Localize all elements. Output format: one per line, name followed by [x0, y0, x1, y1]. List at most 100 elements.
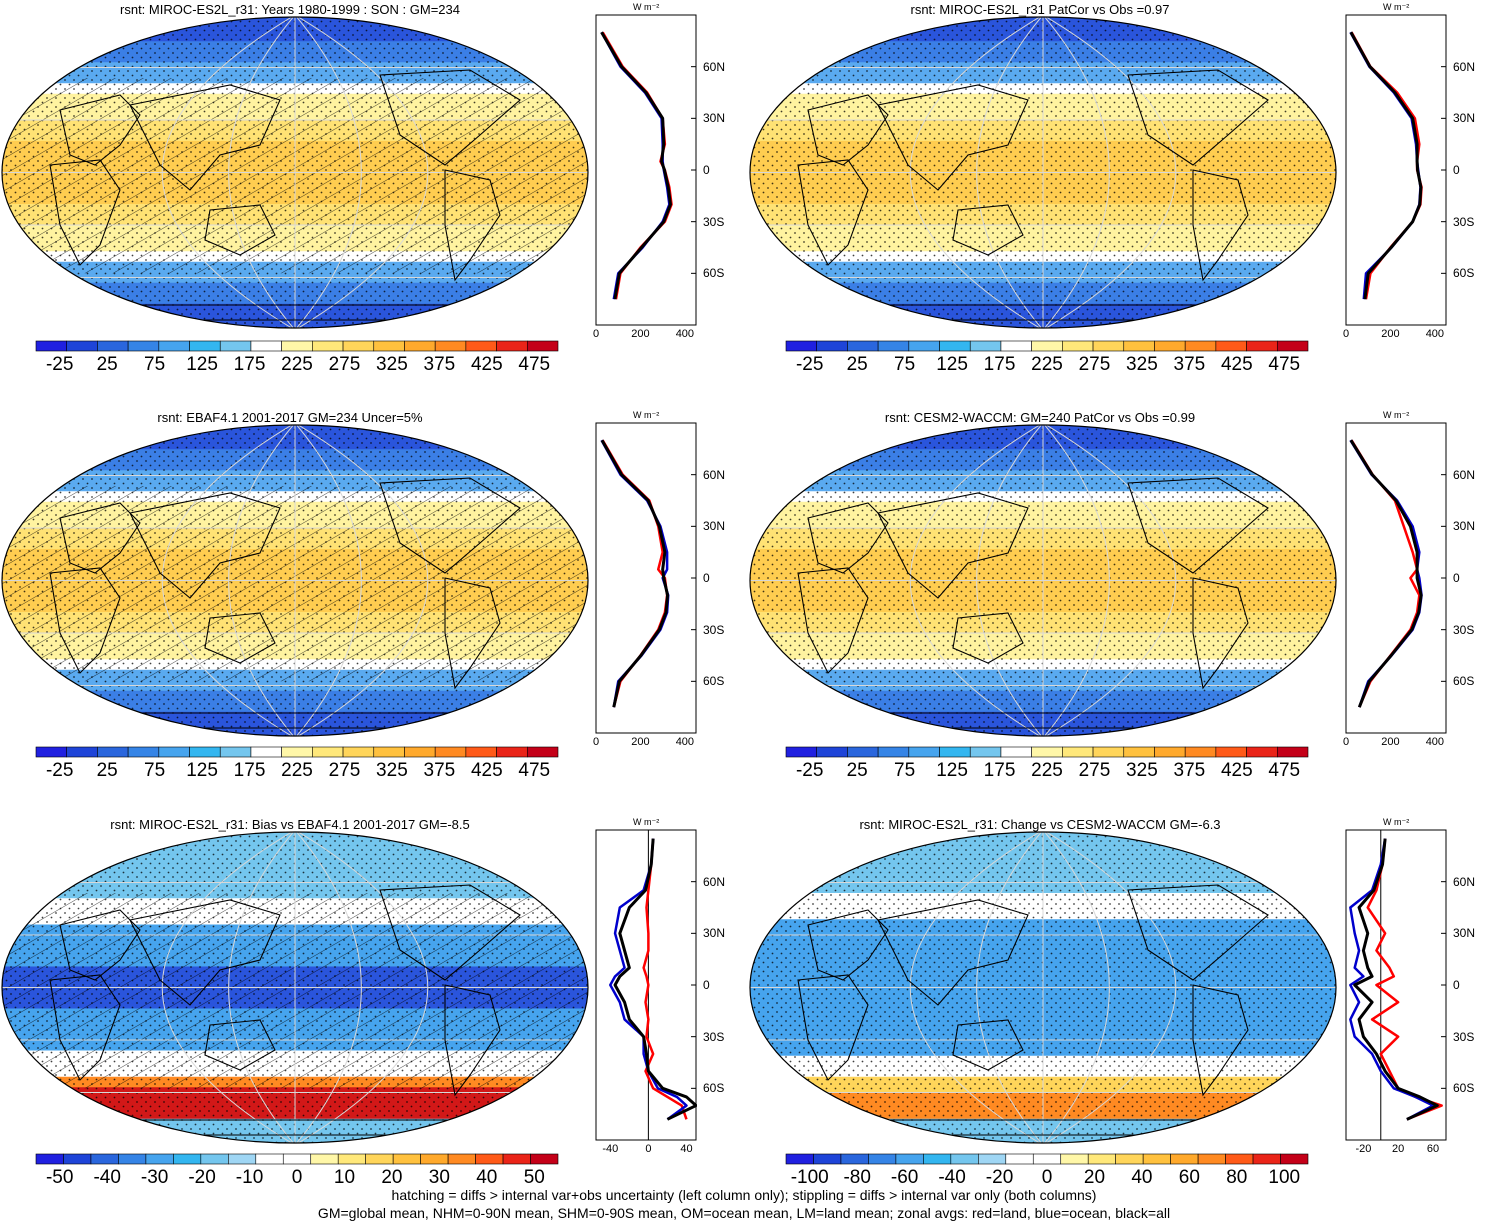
colorbar-label: 375 [1173, 760, 1206, 781]
coastline [807, 502, 889, 574]
colorbar-label: 375 [423, 760, 456, 781]
colorbar-box [90, 1153, 119, 1165]
colorbar-box [35, 340, 68, 352]
colorbar-box [1184, 340, 1217, 352]
lat-label: 0 [1453, 571, 1460, 585]
colorbar-box [447, 1153, 476, 1165]
colorbar-box [281, 746, 313, 758]
panel-title-p5: rsnt: MIROC-ES2L_r31: Bias vs EBAF4.1 20… [110, 817, 470, 832]
colorbar-label: 275 [1078, 354, 1111, 375]
colorbar-box [1031, 340, 1063, 352]
units-label: W m⁻² [633, 817, 660, 827]
colorbar-label: 40 [1131, 1167, 1153, 1188]
coastline [1192, 169, 1249, 282]
colorbar-box [1062, 746, 1094, 758]
colorbar-box [127, 340, 160, 352]
lat-label: 60S [703, 266, 725, 281]
x-tick-label: 200 [1381, 736, 1400, 748]
coastline [204, 204, 276, 256]
colorbar-box [475, 1153, 504, 1165]
colorbar-box [373, 746, 405, 758]
colorbar-box [840, 1153, 869, 1165]
colorbar-label: -100 [790, 1167, 829, 1188]
colorbar-label: -25 [795, 354, 824, 375]
coastline [952, 1019, 1024, 1071]
map-p1 [1, 16, 589, 329]
colorbar-label: 40 [476, 1167, 498, 1188]
colorbar-label: 375 [423, 354, 456, 375]
colorbar-p1 [35, 340, 559, 352]
colorbar-box [1000, 746, 1032, 758]
colorbar-box [969, 746, 1002, 758]
x-tick-label: 0 [1342, 328, 1350, 340]
colorbar-box [1215, 746, 1247, 758]
colorbar-box [97, 746, 129, 758]
coastline [444, 577, 501, 690]
colorbar-box [189, 340, 221, 352]
x-tick-label: 200 [1381, 328, 1400, 340]
colorbar-box [281, 340, 313, 352]
colorbar-box [502, 1153, 531, 1165]
lat-label: 30N [703, 519, 726, 534]
colorbar-box [1123, 340, 1155, 352]
colorbar-label: -25 [45, 354, 74, 375]
colorbar-box [1276, 340, 1309, 352]
colorbar-label: 75 [144, 760, 166, 781]
colorbar-box [813, 1153, 842, 1165]
colorbar-label: 30 [428, 1167, 450, 1188]
colorbar-box [173, 1153, 202, 1165]
colorbar-box [1092, 340, 1125, 352]
colorbar-box [496, 340, 528, 352]
colorbar-box [1123, 746, 1155, 758]
colorbar-label: -50 [45, 1167, 74, 1188]
x-tick-label: 400 [1425, 736, 1445, 748]
coastline [49, 159, 121, 266]
colorbar-label: 0 [1041, 1167, 1053, 1188]
zonal-series-black [1349, 439, 1423, 708]
units-label: W m⁻² [633, 2, 660, 12]
colorbar-label: 275 [328, 354, 361, 375]
colorbar-box [392, 1153, 421, 1165]
map-p2 [749, 16, 1337, 329]
colorbar-box [1246, 746, 1278, 758]
colorbar-box [1184, 746, 1217, 758]
lat-label: 30N [703, 111, 726, 126]
coastline [59, 502, 141, 574]
coastline [379, 477, 521, 574]
colorbar-label: 75 [144, 354, 166, 375]
colorbar-label: 20 [381, 1167, 403, 1188]
colorbar-box [342, 340, 375, 352]
colorbar-box [145, 1153, 174, 1165]
colorbar-label: 475 [518, 354, 551, 375]
coastline [877, 899, 1029, 1006]
coastline [877, 492, 1029, 599]
lat-label: 60N [1453, 467, 1476, 482]
colorbar-label: -25 [795, 760, 824, 781]
x-tick-label: 200 [631, 328, 650, 340]
colorbar-box [219, 340, 252, 352]
lat-label: 30N [703, 926, 726, 941]
colorbar-label: 125 [936, 354, 968, 375]
colorbar-label: -40 [93, 1167, 121, 1188]
x-tick-label: 400 [1425, 328, 1445, 340]
colorbar-box [189, 746, 221, 758]
colorbar-label: 475 [518, 760, 551, 781]
coastline [1127, 477, 1269, 574]
lat-label: 60S [703, 1081, 725, 1096]
x-tick-label: 0 [592, 328, 600, 340]
zonal-plot-p2 [1345, 14, 1447, 326]
colorbar-box [250, 746, 282, 758]
colorbar-box [1225, 1153, 1254, 1165]
panel-title-p1: rsnt: MIROC-ES2L_r31: Years 1980-1999 : … [120, 2, 460, 17]
lat-label: 60N [1453, 59, 1476, 74]
colorbar-box [816, 746, 848, 758]
zonal-series-black [600, 439, 670, 708]
colorbar-box [847, 340, 879, 352]
map-p6 [749, 831, 1337, 1144]
colorbar-box [1280, 1153, 1309, 1165]
colorbar-box [228, 1153, 257, 1165]
lat-label: 30S [703, 1029, 725, 1044]
coastline [129, 899, 281, 1006]
colorbar-label: 25 [96, 760, 118, 781]
colorbar-box [35, 1153, 64, 1165]
